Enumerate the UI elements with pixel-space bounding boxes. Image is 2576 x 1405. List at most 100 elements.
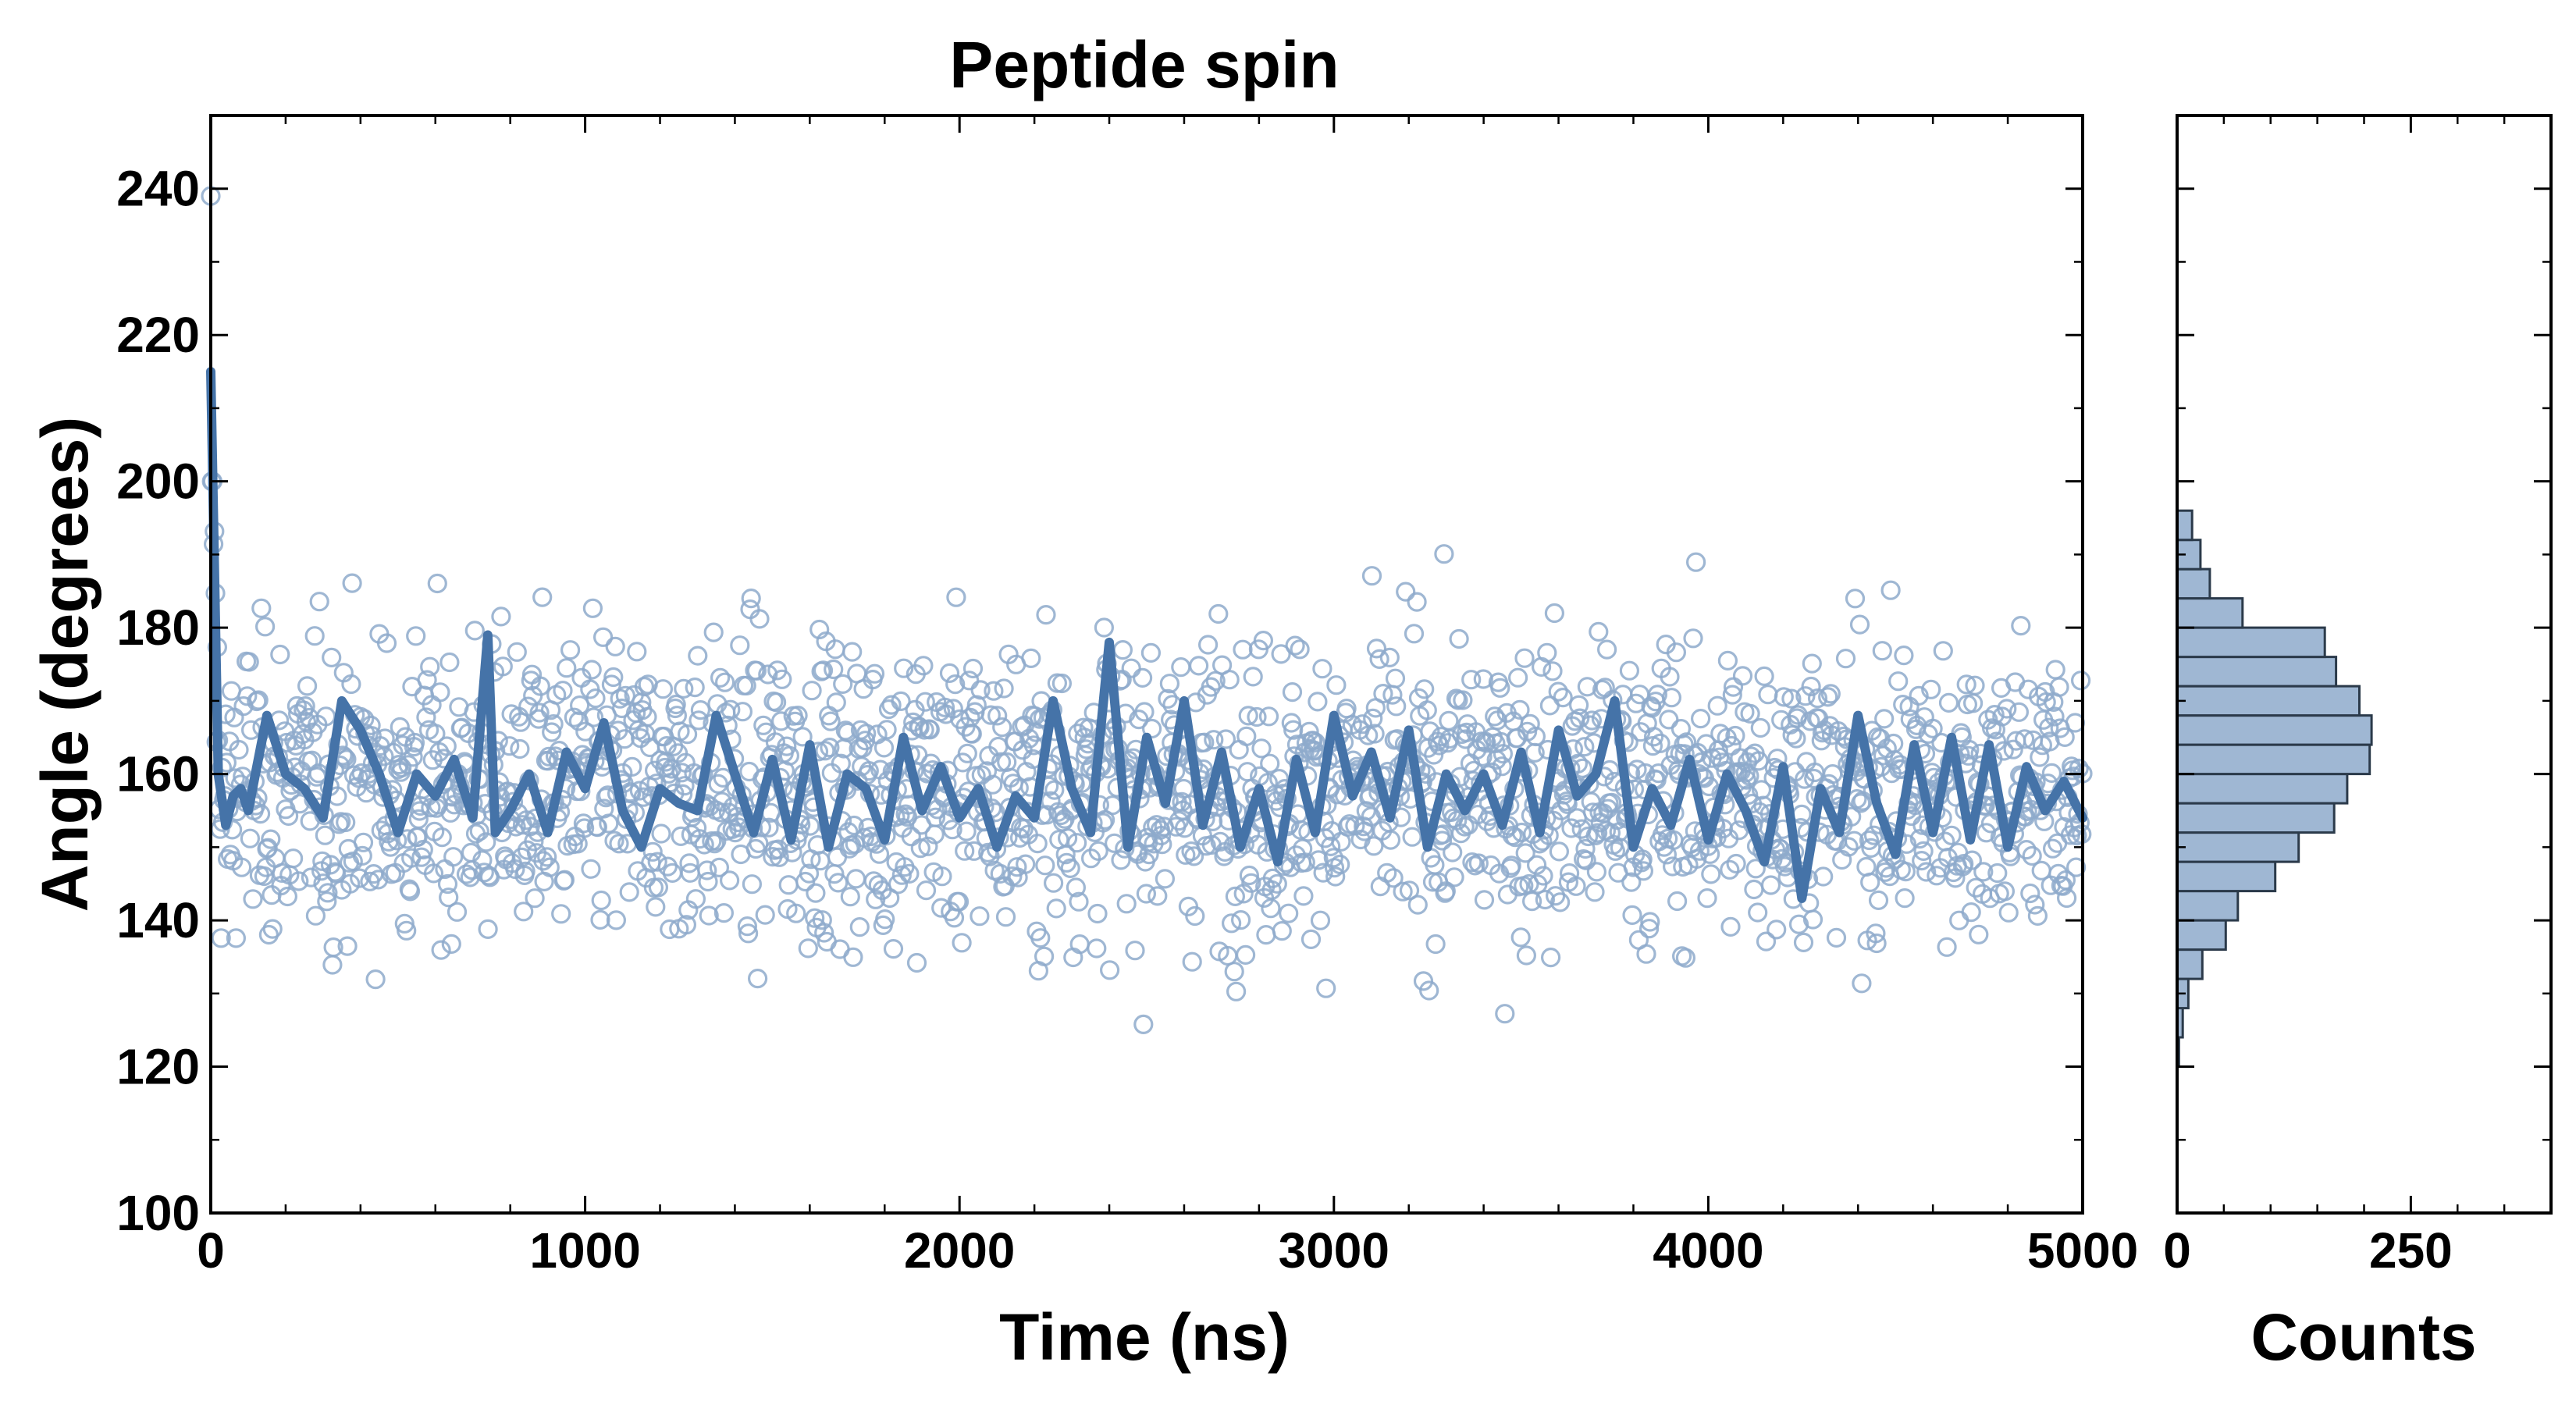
x-axis-title: Time (ns) <box>999 1300 1290 1374</box>
x-tick-label: 4000 <box>1653 1222 1763 1279</box>
scatter-point <box>653 679 674 699</box>
scatter-point <box>1636 944 1656 964</box>
scatter-point <box>883 938 904 959</box>
scatter-point <box>881 695 902 715</box>
scatter-point <box>980 705 1001 725</box>
scatter-point <box>1895 861 1916 882</box>
scatter-point <box>1959 739 1980 760</box>
scatter-point <box>1582 710 1603 731</box>
scatter-point <box>1568 695 1589 715</box>
scatter-point <box>1994 741 2014 761</box>
scatter-point <box>1009 827 1030 848</box>
scatter-point <box>1204 730 1224 750</box>
scatter-point <box>296 711 316 732</box>
scatter-point <box>995 907 1016 927</box>
scatter-point <box>809 619 830 640</box>
scatter-point <box>430 682 450 702</box>
scatter-point <box>225 768 245 788</box>
scatter-point <box>1417 700 1437 720</box>
scatter-point <box>1453 690 1473 710</box>
scatter-point <box>514 902 534 922</box>
scatter-point <box>1740 703 1760 724</box>
scatter-point <box>1308 692 1328 712</box>
scatter-point <box>1402 827 1422 847</box>
scatter-point <box>403 747 423 767</box>
scatter-point <box>840 887 860 907</box>
scatter-point <box>1605 841 1625 861</box>
scatter-point <box>295 695 315 717</box>
scatter-point <box>255 617 276 637</box>
scatter-point <box>2020 883 2041 904</box>
scatter-point <box>581 859 601 879</box>
scatter-point <box>1472 746 1493 767</box>
scatter-point <box>1476 733 1496 753</box>
scatter-point <box>920 720 940 740</box>
scatter-point <box>1949 910 1969 930</box>
scatter-point <box>713 902 735 923</box>
scatter-point <box>1112 639 1133 660</box>
scatter-point <box>677 724 698 745</box>
scatter-point <box>1361 566 1382 586</box>
scatter-point <box>554 870 575 890</box>
scatter-point <box>1226 981 1247 1001</box>
scatter-point <box>1151 825 1172 846</box>
scatter-point <box>1158 688 1178 709</box>
scatter-point <box>261 829 281 849</box>
scatter-point <box>934 697 955 717</box>
scatter-point <box>500 736 520 756</box>
scatter-point <box>671 826 691 847</box>
scatter-point <box>1820 684 1841 704</box>
scatter-point <box>1407 895 1428 915</box>
scatter-point <box>1414 679 1435 699</box>
scatter-point <box>651 823 671 844</box>
scatter-point <box>1754 666 1774 687</box>
scatter-point <box>637 706 657 727</box>
scatter-point <box>1034 946 1055 966</box>
scatter-point <box>390 717 410 738</box>
scatter-point <box>1540 947 1561 968</box>
scatter-point <box>1578 826 1599 847</box>
scatter-point <box>992 717 1012 738</box>
scatter-point <box>309 592 329 612</box>
scatter-point <box>1767 919 1787 940</box>
scatter-point <box>1640 912 1660 932</box>
scatter-point <box>873 738 895 758</box>
scatter-point <box>343 765 365 785</box>
scatter-point <box>1720 916 1741 937</box>
running-average-line <box>206 367 2087 903</box>
scatter-point <box>1521 891 1542 912</box>
scatter-point <box>1310 910 1331 930</box>
scatter-point <box>315 825 335 845</box>
scatter-point <box>304 626 325 646</box>
scatter-point <box>742 874 763 895</box>
scatter-point <box>1507 667 1528 688</box>
scatter-point <box>1235 944 1256 966</box>
scatter-point <box>425 724 446 744</box>
scatter-point <box>849 916 870 937</box>
scatter-point <box>1486 749 1507 770</box>
scatter-point <box>1895 887 1915 909</box>
scatter-point <box>2055 727 2075 748</box>
scatter-point <box>596 788 616 808</box>
scatter-point <box>688 646 708 666</box>
scatter-point <box>1750 717 1770 738</box>
scatter-point <box>1379 647 1400 668</box>
scatter-point <box>397 829 418 849</box>
scatter-point <box>710 667 731 688</box>
scatter-point <box>406 626 426 646</box>
scatter-point <box>1323 848 1343 868</box>
scatter-point <box>1781 688 1802 709</box>
scatter-point <box>289 871 309 891</box>
histogram-bar <box>2176 860 2277 893</box>
scatter-point <box>647 852 667 872</box>
scatter-point <box>1031 691 1051 711</box>
scatter-point <box>1852 791 1873 811</box>
scatter-point <box>590 909 610 930</box>
scatter-point <box>674 776 695 796</box>
scatter-point <box>1961 902 1981 923</box>
scatter-point <box>714 672 735 692</box>
scatter-point <box>1141 718 1162 739</box>
scatter-point <box>1525 726 1546 747</box>
scatter-point <box>1066 833 1087 853</box>
scatter-point <box>1290 639 1310 660</box>
